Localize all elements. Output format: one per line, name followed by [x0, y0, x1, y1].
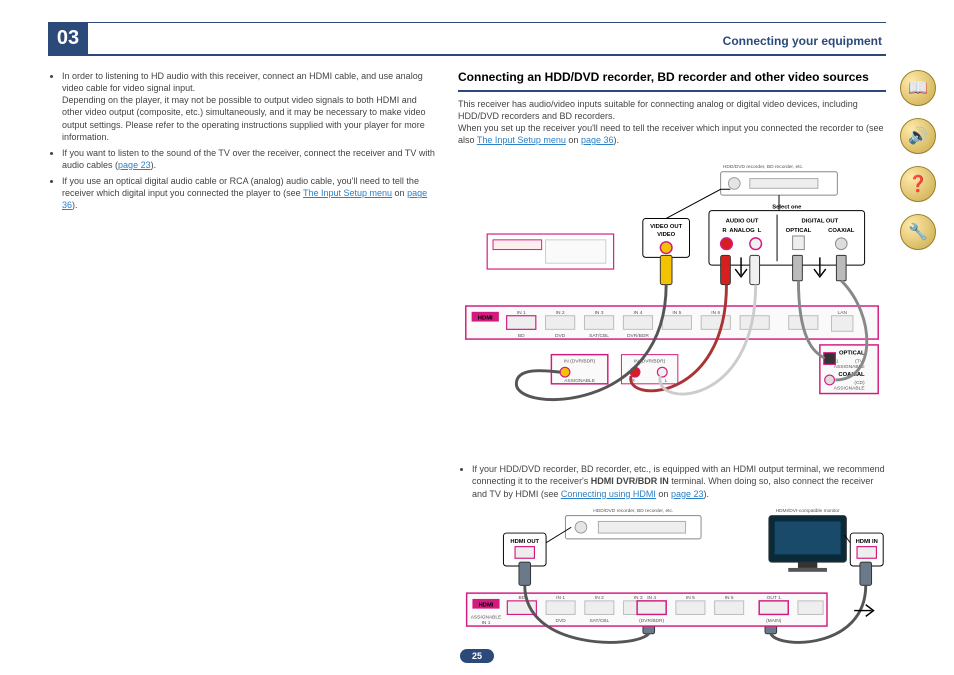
page-link[interactable]: The Input Setup menu: [477, 135, 566, 145]
page-link[interactable]: The Input Setup menu: [303, 188, 392, 198]
bullet-item: If you use an optical digital audio cabl…: [62, 175, 438, 211]
svg-text:SAT/CBL: SAT/CBL: [589, 333, 609, 339]
bullet-text: In order to listening to HD audio with t…: [62, 71, 423, 93]
svg-text:IN 1: IN 1: [517, 310, 526, 316]
svg-text:HDMI/DVI-compatible monitor: HDMI/DVI-compatible monitor: [776, 507, 841, 513]
bullet-item: If you want to listen to the sound of th…: [62, 147, 438, 171]
svg-text:ASSIGNABLE: ASSIGNABLE: [834, 386, 866, 392]
diagram-connections-top: HDD/DVD recorder, BD recorder, etc. VIDE…: [458, 156, 886, 456]
lower-bullet-list: If your HDD/DVD recorder, BD recorder, e…: [458, 463, 886, 499]
analog-label: ANALOG: [729, 228, 755, 234]
text: on: [656, 489, 671, 499]
svg-text:OPTICAL: OPTICAL: [839, 351, 865, 357]
header-rule-top: [48, 22, 886, 23]
svg-text:L: L: [665, 378, 668, 384]
video-label: VIDEO: [657, 232, 676, 238]
header-rule-bottom: [48, 54, 886, 56]
svg-text:IN 1: IN 1: [556, 595, 565, 601]
page-link[interactable]: Connecting using HDMI: [561, 489, 656, 499]
svg-text:LAN: LAN: [838, 310, 848, 316]
bullet-item: If your HDD/DVD recorder, BD recorder, e…: [472, 463, 886, 499]
svg-text:IN 2: IN 2: [595, 595, 604, 601]
side-icon-strip: 📖 🔊 ❓ 🔧: [900, 70, 936, 250]
content-columns: In order to listening to HD audio with t…: [48, 70, 886, 645]
left-column: In order to listening to HD audio with t…: [48, 70, 438, 645]
svg-text:BD: BD: [518, 333, 525, 339]
device-label: HDD/DVD recorder, BD recorder, etc.: [723, 164, 803, 170]
left-bullet-list: In order to listening to HD audio with t…: [48, 70, 438, 212]
page-number-badge: 25: [460, 649, 494, 663]
svg-text:IN (DVR/BDR): IN (DVR/BDR): [564, 359, 596, 365]
hdmi-label: HDMI: [478, 316, 493, 322]
svg-text:(DVR/BDR): (DVR/BDR): [639, 618, 664, 624]
intro-paragraph: When you set up the receiver you'll need…: [458, 122, 886, 146]
optical-label: OPTICAL: [786, 228, 812, 234]
intro-paragraph: This receiver has audio/video inputs sui…: [458, 98, 886, 122]
svg-text:ASSIGNABLE: ASSIGNABLE: [471, 614, 502, 620]
svg-text:OUT 1: OUT 1: [767, 595, 781, 601]
page-link[interactable]: page 36: [581, 135, 614, 145]
svg-text:HDMI IN: HDMI IN: [856, 538, 878, 544]
svg-text:IN 3: IN 3: [634, 595, 643, 601]
help-icon[interactable]: ❓: [900, 166, 936, 202]
svg-text:IN 6: IN 6: [725, 595, 734, 601]
svg-text:IN 5: IN 5: [672, 310, 681, 316]
bullet-subnote: Depending on the player, it may not be p…: [62, 94, 438, 143]
bullet-item: In order to listening to HD audio with t…: [62, 70, 438, 143]
svg-text:HDMI OUT: HDMI OUT: [510, 538, 539, 544]
svg-text:DVR/BDR: DVR/BDR: [627, 333, 649, 339]
l-label: L: [758, 228, 762, 234]
audio-out-label: AUDIO OUT: [726, 219, 759, 225]
svg-text:ASSIGNABLE: ASSIGNABLE: [564, 378, 596, 384]
select-one-label: Select one: [772, 205, 802, 211]
svg-text:(MAIN): (MAIN): [766, 618, 782, 624]
svg-text:DVD: DVD: [555, 333, 566, 339]
svg-text:IN 2: IN 2: [556, 310, 565, 316]
svg-text:IN 4: IN 4: [647, 595, 656, 601]
svg-text:SAT/CBL: SAT/CBL: [589, 618, 609, 624]
chapter-number-tab: 03: [48, 22, 88, 54]
section-title: Connecting an HDD/DVD recorder, BD recor…: [458, 70, 886, 92]
svg-text:IN 4: IN 4: [633, 310, 642, 316]
link-suffix: on: [392, 188, 407, 198]
diagram-connections-bottom: HDD/DVD recorder, BD recorder, etc. HDMI…: [458, 504, 886, 659]
text: ).: [613, 135, 619, 145]
page-link[interactable]: page 23: [118, 160, 151, 170]
page-link[interactable]: page 23: [671, 489, 704, 499]
header-title: Connecting your equipment: [723, 34, 882, 48]
right-column: Connecting an HDD/DVD recorder, BD recor…: [458, 70, 886, 645]
tools-icon[interactable]: 🔧: [900, 214, 936, 250]
text: ).: [703, 489, 709, 499]
manual-icon[interactable]: 📖: [900, 70, 936, 106]
text: on: [566, 135, 581, 145]
page: 03 Connecting your equipment In order to…: [0, 0, 954, 675]
coaxial-label: COAXIAL: [828, 228, 855, 234]
svg-text:HDD/DVD recorder, BD recorder,: HDD/DVD recorder, BD recorder, etc.: [593, 507, 673, 513]
svg-text:IN 6: IN 6: [711, 310, 720, 316]
svg-text:HDMI: HDMI: [479, 602, 494, 608]
speaker-icon[interactable]: 🔊: [900, 118, 936, 154]
video-out-label: VIDEO OUT: [650, 224, 682, 230]
bold-text: HDMI DVR/BDR IN: [591, 476, 669, 486]
svg-text:IN 5: IN 5: [686, 595, 695, 601]
svg-text:IN 1: IN 1: [482, 620, 491, 626]
svg-text:IN 3: IN 3: [595, 310, 604, 316]
svg-text:DVD: DVD: [555, 618, 566, 624]
digital-out-label: DIGITAL OUT: [802, 219, 839, 225]
svg-text:(CD): (CD): [854, 380, 865, 386]
